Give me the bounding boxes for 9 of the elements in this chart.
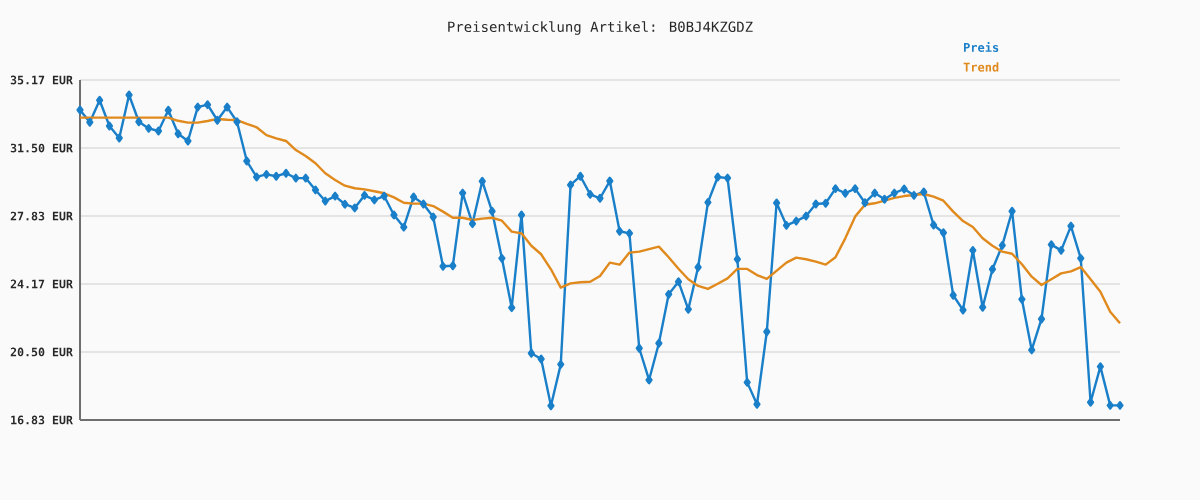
y-tick-label: 31.50 EUR xyxy=(10,143,73,153)
text: Preis xyxy=(964,42,999,52)
y-tick-label: 35.17 EUR xyxy=(10,75,73,85)
y-tick-label: 16.83 EUR xyxy=(11,415,73,425)
text: Trend xyxy=(963,62,999,72)
y-tick-label: 20.50 EUR xyxy=(10,347,73,357)
chart-title: Preisentwicklung Artikel: B0BJ4KZGDZ xyxy=(448,21,753,35)
y-tick-label: 24.17 EUR xyxy=(10,279,73,289)
y-tick-label: 27.83 EUR xyxy=(10,211,73,221)
